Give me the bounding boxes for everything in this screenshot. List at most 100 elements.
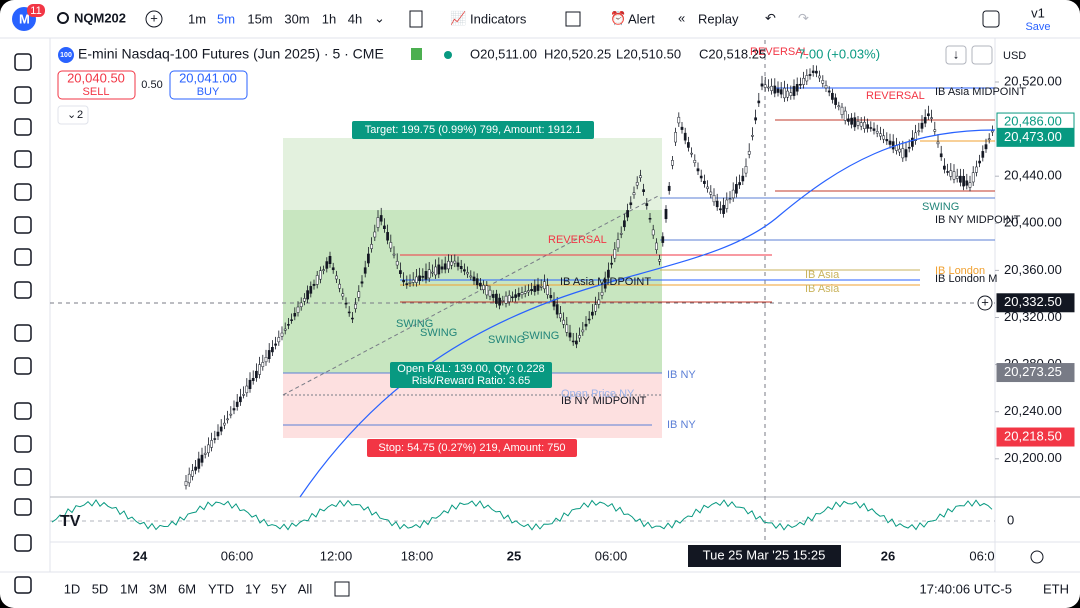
candle-body: [360, 281, 364, 284]
candle-body: [344, 302, 348, 305]
add-symbol[interactable]: [145, 10, 163, 28]
candle-body: [885, 139, 889, 142]
candle-body: [287, 324, 290, 326]
tool[interactable]: [14, 281, 32, 299]
candle-body: [949, 170, 953, 177]
range-button[interactable]: 5D: [92, 581, 109, 596]
candle-body: [805, 75, 809, 82]
candle-body: [642, 189, 645, 192]
chart-type[interactable]: [409, 10, 423, 28]
range-button[interactable]: 3M: [149, 581, 167, 596]
range-button[interactable]: 1Y: [245, 581, 261, 596]
scroll-button[interactable]: [945, 45, 967, 65]
candle-body: [437, 264, 441, 275]
candle-body: [597, 299, 601, 305]
candle-body: [891, 141, 895, 150]
fullscreen[interactable]: [982, 10, 1000, 28]
interval[interactable]: 5m: [217, 11, 235, 26]
chart-label: IB Asia: [805, 269, 840, 281]
candle-body: [594, 304, 597, 312]
search-icon[interactable]: [57, 12, 69, 24]
symbol-title[interactable]: E-mini Nasdaq-100 Futures (Jun 2025) · 5…: [78, 46, 384, 62]
avatar-letter: M: [19, 11, 30, 26]
tool[interactable]: [14, 150, 32, 168]
range-button[interactable]: 5Y: [271, 581, 287, 596]
candle-body: [728, 198, 732, 201]
candle-body: [939, 153, 943, 158]
candle-body: [584, 323, 588, 327]
candle-body: [197, 458, 201, 469]
price-marker-label: 20,486.00: [1004, 113, 1062, 128]
candle-body: [853, 117, 857, 128]
tool[interactable]: [14, 118, 32, 136]
tool[interactable]: [14, 468, 32, 486]
price-tick-label: 20,360.00: [1004, 262, 1062, 277]
layouts[interactable]: [565, 11, 581, 27]
tool[interactable]: [14, 248, 32, 266]
tool[interactable]: [14, 324, 32, 342]
candle-body: [408, 282, 412, 284]
tool[interactable]: [14, 216, 32, 234]
candle-body: [210, 440, 213, 448]
candle-body: [879, 133, 882, 137]
date-range[interactable]: [334, 581, 350, 597]
candle-body: [616, 239, 620, 249]
range-button[interactable]: 6M: [178, 581, 196, 596]
candle-body: [261, 362, 265, 367]
tool[interactable]: [14, 576, 32, 594]
maximize-button[interactable]: [971, 45, 993, 65]
candle-body: [216, 431, 220, 437]
range-button[interactable]: 1M: [120, 581, 138, 596]
candle-body: [719, 208, 722, 211]
tool[interactable]: [14, 435, 32, 453]
tool[interactable]: [14, 86, 32, 104]
tool[interactable]: [14, 183, 32, 201]
candle-body: [815, 70, 818, 74]
interval[interactable]: 4h: [348, 11, 362, 26]
candle-body: [242, 394, 245, 396]
candle-body: [322, 269, 325, 271]
candle-body: [319, 270, 322, 280]
buy-button[interactable]: [169, 70, 248, 100]
plus-button[interactable]: [977, 295, 993, 311]
range-button[interactable]: All: [298, 581, 313, 596]
candle-body: [309, 286, 313, 294]
interval[interactable]: 30m: [284, 11, 309, 26]
tool[interactable]: [14, 402, 32, 420]
scroll-icon: ↓: [953, 46, 960, 61]
candle-body: [911, 137, 914, 147]
sell-button[interactable]: [57, 70, 136, 100]
layers-toggle[interactable]: [57, 105, 89, 125]
candle-body: [187, 473, 191, 484]
range-button[interactable]: 1D: [64, 581, 81, 596]
candle-body: [479, 282, 482, 287]
redo[interactable]: ↷: [798, 10, 809, 25]
interval[interactable]: 15m: [247, 11, 272, 26]
currency[interactable]: USD: [1003, 50, 1026, 62]
interval[interactable]: 1m: [188, 11, 206, 26]
undo[interactable]: ↶: [765, 10, 776, 25]
candle-body: [824, 85, 828, 89]
session[interactable]: ETH: [1043, 581, 1069, 596]
save[interactable]: Save: [1025, 21, 1050, 33]
dropdown[interactable]: ⌄: [374, 10, 385, 25]
candle-body: [472, 276, 476, 282]
alert[interactable]: Alert: [628, 11, 655, 26]
settings[interactable]: [1030, 550, 1044, 564]
tool[interactable]: [14, 498, 32, 516]
tool[interactable]: [14, 357, 32, 375]
replay[interactable]: Replay: [698, 11, 739, 26]
tool[interactable]: [14, 53, 32, 71]
candle-body: [267, 350, 271, 360]
candle-body: [984, 144, 988, 150]
price-tick-label: 20,440.00: [1004, 168, 1062, 183]
indicators[interactable]: Indicators: [470, 11, 527, 26]
symbol[interactable]: NQM202: [74, 10, 126, 25]
target-tag: [352, 121, 594, 139]
indicator-zero: 0: [1007, 512, 1014, 527]
range-button[interactable]: YTD: [208, 581, 234, 596]
tool[interactable]: [14, 534, 32, 552]
candle-body: [613, 249, 617, 259]
interval[interactable]: 1h: [322, 11, 336, 26]
